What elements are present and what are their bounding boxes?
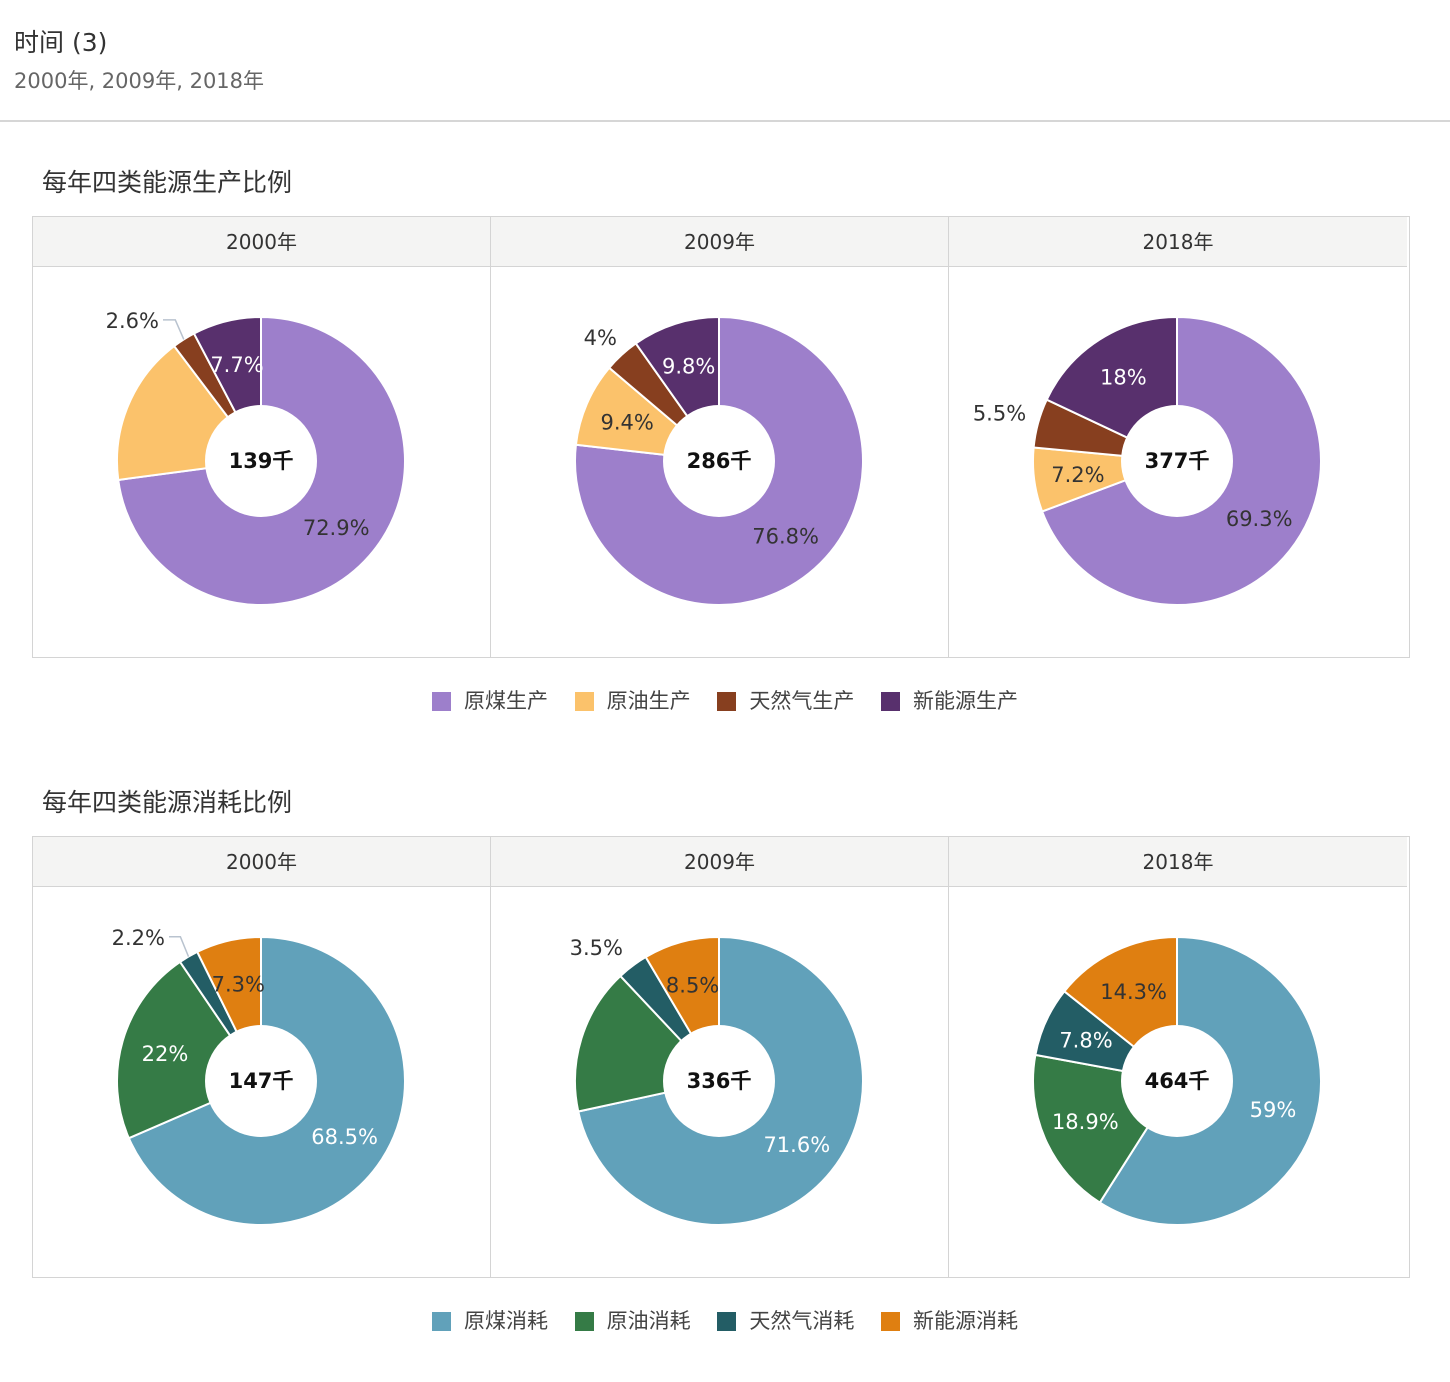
- panel-separator: [490, 837, 491, 1277]
- legend-item-oil-consumption[interactable]: 原油消耗: [574, 1306, 691, 1336]
- panel-separator: [490, 217, 491, 657]
- slice-value-label: 22%: [142, 1042, 189, 1066]
- production-panel-header-2018: 2018年: [949, 217, 1407, 267]
- production-panel-header-2000: 2000年: [33, 217, 490, 267]
- center-total-label: 147千: [229, 1069, 294, 1093]
- production-panel-header-2009: 2009年: [491, 217, 948, 267]
- legend-label: 新能源生产: [913, 689, 1019, 713]
- center-total-label: 464千: [1145, 1069, 1210, 1093]
- slice-value-label: 9.4%: [601, 410, 654, 434]
- legend-item-gas-consumption[interactable]: 天然气消耗: [717, 1306, 854, 1336]
- slice-value-label: 76.8%: [752, 525, 819, 549]
- slice-value-label: 18.9%: [1052, 1110, 1119, 1134]
- slice-value-label: 2.6%: [106, 309, 159, 333]
- filter-title: 时间 (3): [14, 28, 108, 57]
- donut-hole: [205, 1025, 317, 1137]
- slice-value-label: 7.2%: [1051, 463, 1104, 487]
- slice-value-label: 3.5%: [570, 936, 623, 960]
- legend-label: 新能源消耗: [913, 1309, 1019, 1333]
- production-legend: 原煤生产 原油生产 天然气生产 新能源生产: [0, 686, 1450, 716]
- slice-value-label: 14.3%: [1100, 980, 1167, 1004]
- center-total-label: 336千: [687, 1069, 752, 1093]
- legend-item-gas-production[interactable]: 天然气生产: [717, 686, 854, 716]
- panel-separator: [948, 837, 949, 1277]
- slice-value-label: 5.5%: [973, 401, 1026, 425]
- legend-swatch: [717, 692, 737, 711]
- slice-value-label: 71.6%: [763, 1133, 830, 1157]
- slice-value-label: 4%: [584, 326, 617, 350]
- center-total-label: 139千: [229, 449, 294, 473]
- legend-item-new-energy-consumption[interactable]: 新能源消耗: [881, 1306, 1018, 1336]
- slice-value-label: 8.5%: [666, 974, 719, 998]
- legend-swatch: [574, 1312, 594, 1331]
- donut-hole: [663, 1025, 775, 1137]
- legend-label: 原煤消耗: [463, 1309, 548, 1333]
- legend-item-oil-production[interactable]: 原油生产: [574, 686, 691, 716]
- donut-hole: [205, 405, 317, 517]
- time-filter[interactable]: 时间 (3) 2000年, 2009年, 2018年: [14, 24, 264, 98]
- legend-item-coal-production[interactable]: 原煤生产: [431, 686, 548, 716]
- slice-value-label: 9.8%: [662, 355, 715, 379]
- legend-label: 天然气生产: [749, 689, 855, 713]
- slice-value-label: 68.5%: [311, 1125, 378, 1149]
- leader-line: [163, 319, 185, 340]
- legend-item-new-energy-production[interactable]: 新能源生产: [881, 686, 1018, 716]
- slice-value-label: 59%: [1250, 1098, 1297, 1122]
- donut-hole: [663, 405, 775, 517]
- consumption-legend: 原煤消耗 原油消耗 天然气消耗 新能源消耗: [0, 1306, 1450, 1336]
- consumption-panel-header-2000: 2000年: [33, 837, 490, 887]
- legend-swatch: [431, 1312, 451, 1331]
- legend-label: 天然气消耗: [749, 1309, 855, 1333]
- center-total-label: 377千: [1145, 449, 1210, 473]
- legend-item-coal-consumption[interactable]: 原煤消耗: [431, 1306, 548, 1336]
- center-total-label: 286千: [687, 449, 752, 473]
- panel-separator: [948, 217, 949, 657]
- consumption-panel-header-2018: 2018年: [949, 837, 1407, 887]
- filter-values: 2000年, 2009年, 2018年: [14, 69, 265, 93]
- consumption-panel-header-2009: 2009年: [491, 837, 948, 887]
- slice-value-label: 72.9%: [303, 516, 370, 540]
- slice-value-label: 7.8%: [1059, 1029, 1112, 1053]
- legend-label: 原油生产: [606, 689, 691, 713]
- legend-swatch: [431, 692, 451, 711]
- slice-value-label: 18%: [1100, 366, 1147, 390]
- donut-hole: [1121, 405, 1233, 517]
- legend-swatch: [574, 692, 594, 711]
- slice-value-label: 7.3%: [212, 973, 265, 997]
- slice-value-label: 69.3%: [1226, 507, 1293, 531]
- legend-label: 原煤生产: [463, 689, 548, 713]
- consumption-chart-title: 每年四类能源消耗比例: [42, 788, 293, 817]
- donut-hole: [1121, 1025, 1233, 1137]
- slice-value-label: 2.2%: [112, 926, 165, 950]
- legend-swatch: [717, 1312, 737, 1331]
- slice-value-label: 7.7%: [210, 353, 263, 377]
- top-divider: [0, 120, 1450, 122]
- production-chart-title: 每年四类能源生产比例: [42, 168, 293, 197]
- leader-line: [169, 936, 190, 957]
- legend-swatch: [881, 692, 901, 711]
- legend-label: 原油消耗: [606, 1309, 691, 1333]
- legend-swatch: [881, 1312, 901, 1331]
